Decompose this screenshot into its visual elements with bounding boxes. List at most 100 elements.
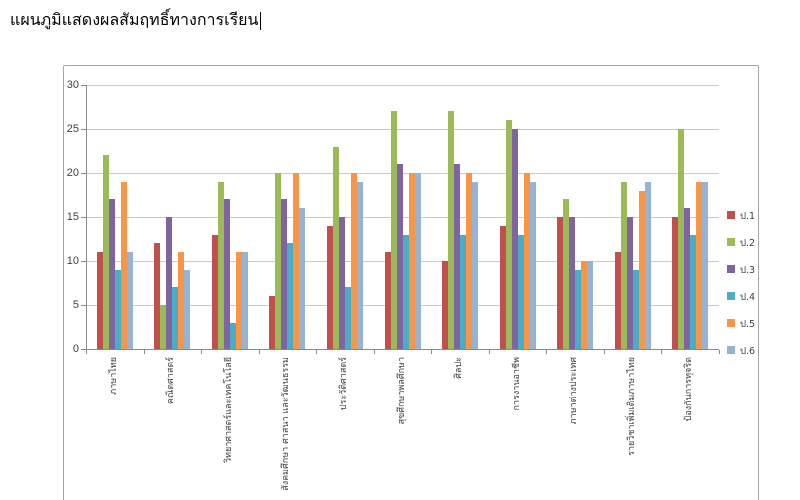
bar-ป.4-category-4: [287, 243, 293, 349]
category-label-5: ประวัติศาสตร์: [339, 357, 349, 411]
bar-ป.1-category-7: [442, 261, 448, 349]
x-axis-tick-0: [86, 350, 87, 354]
bar-ป.2-category-1: [103, 155, 109, 349]
bar-ป.4-category-1: [115, 270, 121, 349]
bar-ป.5-category-3: [236, 252, 242, 349]
x-axis-tick-3: [259, 350, 260, 354]
legend-swatch-ป.5: [727, 319, 735, 327]
bar-ป.3-category-8: [512, 129, 518, 349]
bar-ป.5-category-9: [581, 261, 587, 349]
legend-swatch-ป.6: [727, 346, 735, 354]
bar-ป.5-category-4: [293, 173, 299, 349]
bar-ป.5-category-2: [178, 252, 184, 349]
legend-item-ป.1: ป.1: [727, 210, 767, 222]
bar-ป.3-category-2: [166, 217, 172, 349]
legend-swatch-ป.3: [727, 265, 735, 273]
category-label-9: ภาษาต่างประเทศ: [569, 357, 579, 425]
legend-item-ป.4: ป.4: [727, 291, 767, 303]
page-title: แผนภูมิแสดงผลสัมฤทธิ์ทางการเรียน: [10, 10, 259, 29]
bar-ป.5-category-8: [524, 173, 530, 349]
legend-label-ป.2: ป.2: [740, 238, 756, 249]
bar-ป.3-category-10: [627, 217, 633, 349]
chart-object[interactable]: 0 5 10 15 20 25 30 ภาษาไทย คณิตศาสตร์ วิทยาศาสตร์…: [63, 65, 759, 500]
bar-ป.3-category-5: [339, 217, 345, 349]
bar-ป.2-category-10: [621, 182, 627, 349]
bar-ป.1-category-2: [154, 243, 160, 349]
bar-ป.1-category-1: [97, 252, 103, 349]
x-axis-tick-4: [316, 350, 317, 354]
y-axis-label-15: 15: [66, 211, 79, 223]
bar-ป.4-category-5: [345, 287, 351, 349]
bar-ป.4-category-8: [518, 235, 524, 349]
y-axis-tick-30: [81, 85, 86, 86]
category-label-4: สังคมศึกษา ศาสนา และวัฒนธรรม: [281, 357, 291, 491]
legend-label-ป.6: ป.6: [740, 346, 756, 357]
bar-ป.1-category-5: [327, 226, 333, 349]
y-axis-label-0: 0: [72, 343, 79, 355]
y-axis-label-20: 20: [66, 167, 79, 179]
legend-label-ป.3: ป.3: [740, 265, 756, 276]
bar-ป.3-category-4: [281, 199, 287, 349]
bar-ป.3-category-1: [109, 199, 115, 349]
bar-ป.6-category-6: [415, 173, 421, 349]
bar-ป.3-category-9: [569, 217, 575, 349]
legend-label-ป.5: ป.5: [740, 319, 756, 330]
bar-ป.2-category-3: [218, 182, 224, 349]
bar-ป.1-category-10: [615, 252, 621, 349]
bar-ป.3-category-6: [397, 164, 403, 349]
bar-ป.4-category-11: [690, 235, 696, 349]
y-axis-line: [86, 85, 87, 349]
bar-ป.6-category-10: [645, 182, 651, 349]
category-label-6: สุขศึกษาพลศึกษา: [397, 357, 407, 425]
bar-ป.5-category-7: [466, 173, 472, 349]
category-label-10: รายวิชาเพิ่มเติมภาษาไทย: [627, 357, 637, 456]
y-axis-tick-0: [81, 349, 86, 350]
bar-ป.6-category-5: [357, 182, 363, 349]
document-title-line: แผนภูมิแสดงผลสัมฤทธิ์ทางการเรียน: [10, 8, 262, 33]
x-axis-tick-11: [719, 350, 720, 354]
bar-ป.6-category-3: [242, 252, 248, 349]
bar-ป.2-category-11: [678, 129, 684, 349]
x-axis-tick-7: [489, 350, 490, 354]
category-label-2: คณิตศาสตร์: [166, 357, 176, 405]
bar-ป.4-category-9: [575, 270, 581, 349]
x-axis-tick-6: [431, 350, 432, 354]
legend-label-ป.4: ป.4: [740, 292, 756, 303]
y-axis-tick-10: [81, 261, 86, 262]
legend-item-ป.5: ป.5: [727, 318, 767, 330]
y-axis-tick-25: [81, 129, 86, 130]
bar-ป.1-category-4: [269, 296, 275, 349]
gridline-30: [86, 85, 719, 86]
bar-ป.3-category-3: [224, 199, 230, 349]
x-axis-tick-1: [144, 350, 145, 354]
bar-ป.1-category-3: [212, 235, 218, 349]
legend-swatch-ป.1: [727, 211, 735, 219]
x-axis-tick-9: [604, 350, 605, 354]
bar-ป.1-category-11: [672, 217, 678, 349]
x-axis-tick-5: [374, 350, 375, 354]
gridline-25: [86, 129, 719, 130]
bar-ป.2-category-9: [563, 199, 569, 349]
x-axis-tick-8: [546, 350, 547, 354]
bar-ป.1-category-8: [500, 226, 506, 349]
category-label-1: ภาษาไทย: [109, 357, 119, 395]
bar-ป.6-category-7: [472, 182, 478, 349]
category-label-8: การงานอาชีพ: [512, 357, 522, 411]
y-axis-label-30: 30: [66, 79, 79, 91]
bar-ป.6-category-9: [587, 261, 593, 349]
y-axis-tick-15: [81, 217, 86, 218]
y-axis-label-25: 25: [66, 123, 79, 135]
bar-ป.1-category-6: [385, 252, 391, 349]
bar-ป.2-category-5: [333, 147, 339, 349]
bar-ป.5-category-5: [351, 173, 357, 349]
legend-item-ป.2: ป.2: [727, 237, 767, 249]
bar-ป.6-category-4: [299, 208, 305, 349]
bar-ป.2-category-4: [275, 173, 281, 349]
text-cursor: [260, 11, 262, 30]
bar-ป.6-category-11: [702, 182, 708, 349]
legend-item-ป.3: ป.3: [727, 264, 767, 276]
bar-ป.4-category-3: [230, 323, 236, 349]
y-axis-tick-5: [81, 305, 86, 306]
bar-ป.2-category-7: [448, 111, 454, 349]
